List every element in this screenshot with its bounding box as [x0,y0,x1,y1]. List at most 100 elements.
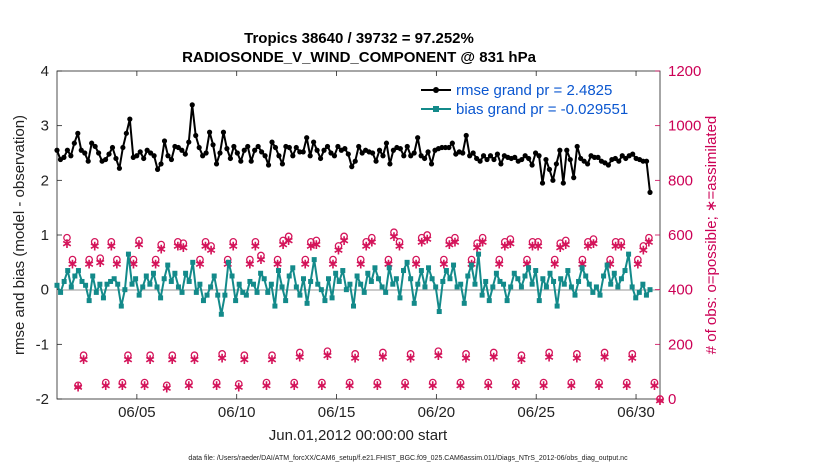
bias-point [258,270,264,276]
bias-point [229,273,235,279]
obs-assimilated-marker: ∗ [316,378,328,394]
bias-point [479,292,485,298]
rmse-point [248,158,254,164]
y-tick-label-left: 2 [41,172,49,189]
obs-assimilated-marker: ∗ [383,256,395,272]
bias-point [465,273,471,279]
obs-assimilated-marker: ∗ [371,378,383,394]
rmse-point [304,135,310,141]
bias-point [322,298,328,304]
obs-assimilated-marker: ∗ [227,239,239,255]
rmse-point [428,161,435,167]
bias-point [293,284,299,290]
obs-possible-marker [118,378,127,387]
rmse-point [293,144,299,151]
obs-possible-marker [157,240,166,249]
obs-possible-marker [268,351,276,360]
obs-assimilated-marker: ∗ [344,378,356,394]
obs-assimilated-marker: ∗ [626,351,638,367]
bias-point [108,278,114,284]
obs-assimilated-marker: ∗ [72,379,84,395]
bias-point [243,292,249,298]
bias-point [68,284,74,290]
obs-assimilated-marker: ∗ [122,352,134,368]
obs-possible-marker [196,255,204,264]
obs-assimilated-marker: ∗ [654,393,666,409]
obs-possible-marker [473,239,481,248]
rmse-point [154,166,161,172]
bias-point [604,262,610,268]
rmse-point [317,155,324,162]
bias-point [204,292,210,298]
obs-assimilated-marker: ∗ [189,352,201,368]
obs-assimilated-marker: ∗ [504,236,516,252]
obs-assimilated-marker: ∗ [388,229,400,245]
rmse-point [352,158,358,164]
obs-possible-marker [96,254,105,263]
obs-assimilated-marker: ∗ [638,243,650,259]
obs-possible-marker [113,255,121,264]
obs-assimilated-marker: ∗ [488,349,500,365]
bias-point [629,284,635,290]
bias-point [279,284,285,290]
obs-possible-marker [295,348,304,357]
obs-possible-marker [246,255,254,264]
obs-assimilated-marker: ∗ [588,236,600,252]
obs-possible-marker [257,251,265,260]
legend-rmse-marker [433,87,439,93]
bias-point [147,281,153,287]
rmse-point [151,153,157,159]
obs-possible-marker [484,378,493,387]
rmse-point [470,150,476,156]
obs-assimilated-marker: ∗ [355,256,367,272]
rmse-point [526,155,532,162]
bias-point [618,276,624,282]
obs-possible-marker [79,351,88,360]
rmse-point [96,150,102,156]
bias-point [154,284,160,290]
obs-possible-marker [495,255,504,264]
bias-point [543,284,549,290]
rmse-point [206,129,213,135]
bias-point [97,281,103,287]
obs-possible-marker [129,255,138,264]
bias-point [143,273,149,279]
rmse-point [491,156,497,163]
bias-point [633,295,639,301]
obs-possible-marker [573,350,581,358]
bias-point [111,276,117,282]
obs-possible-marker [656,395,664,403]
obs-possible-marker [90,237,99,246]
obs-possible-marker [212,378,221,387]
obs-assimilated-marker: ∗ [610,239,622,255]
obs-assimilated-marker: ∗ [532,239,544,255]
obs-possible-marker [279,236,287,245]
obs-assimilated-marker: ∗ [327,256,339,272]
bias-point [508,284,514,290]
obs-assimilated-marker: ∗ [250,239,262,255]
rmse-point [300,149,306,155]
rmse-point [186,139,192,145]
rmse-point [134,153,140,159]
rmse-point [189,102,195,108]
obs-possible-marker [412,255,420,264]
bias-point [275,268,281,274]
y-tick-label-right: 1200 [668,63,701,80]
bias-point [379,284,385,290]
rmse-point [387,161,393,167]
obs-assimilated-marker: ∗ [172,239,184,255]
rmse-point [397,146,403,152]
rmse-point [120,144,126,151]
bias-point [536,298,542,304]
obs-possible-marker [534,237,542,246]
obs-possible-marker [567,378,576,387]
obs-assimilated-marker: ∗ [554,240,566,256]
obs-possible-marker [462,350,470,358]
rmse-point [422,155,428,162]
bias-point [286,273,292,279]
obs-assimilated-marker: ∗ [582,239,594,255]
obs-assimilated-marker: ∗ [94,255,106,271]
x-tick-label: 06/20 [418,404,456,421]
obs-possible-marker [512,378,520,387]
bias-point [468,262,474,268]
